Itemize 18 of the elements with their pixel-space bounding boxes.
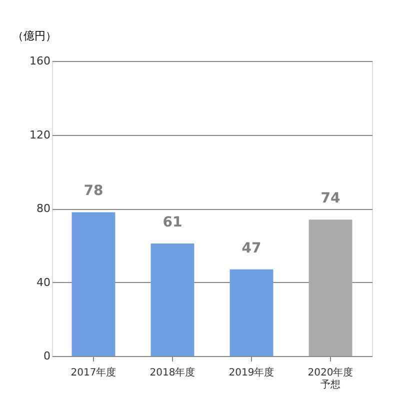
bar [230, 269, 274, 356]
bar [72, 212, 116, 356]
x-tick-label: 2019年度 [228, 366, 274, 378]
x-tick-label: 2017年度 [70, 366, 116, 378]
x-tick-label: 2018年度 [150, 366, 196, 378]
y-axis-title: （億円） [12, 30, 56, 42]
data-label: 78 [84, 183, 104, 200]
data-label: 47 [242, 240, 262, 256]
bar [308, 220, 352, 356]
y-tick-label: 0 [44, 350, 50, 362]
y-tick-label: 160 [30, 54, 50, 68]
y-tick-label: 120 [30, 128, 50, 142]
bar [150, 244, 194, 356]
y-tick-label: 80 [36, 202, 50, 215]
data-label: 74 [320, 190, 341, 207]
y-tick-label: 40 [36, 276, 50, 289]
x-tick-label: 2020年度予想 [308, 366, 354, 390]
data-label: 61 [162, 214, 182, 231]
